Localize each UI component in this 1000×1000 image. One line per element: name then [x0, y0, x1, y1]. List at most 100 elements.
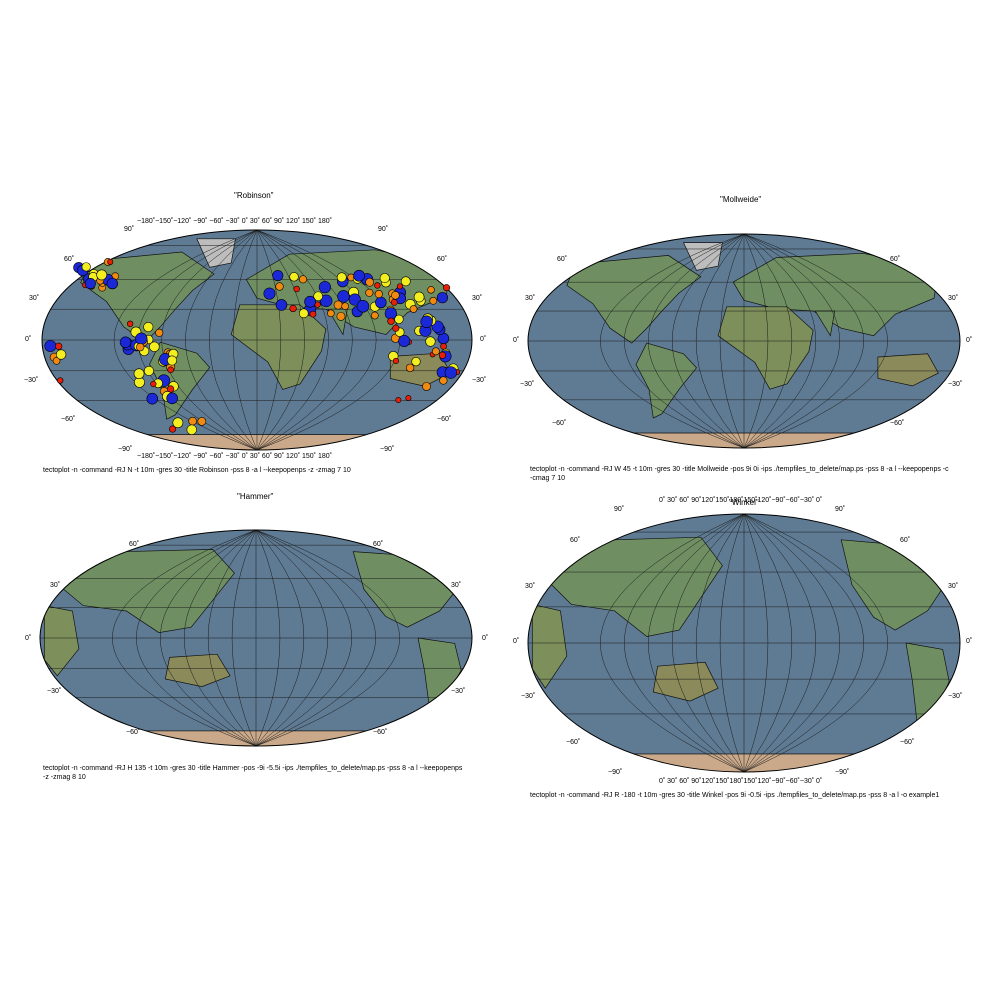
earthquake-marker	[197, 417, 207, 426]
mollweide-lat-60-right: 60˚	[890, 256, 901, 263]
earthquake-marker	[275, 282, 284, 291]
winkel-lat-m60-left: −60˚	[566, 739, 581, 746]
earthquake-marker	[186, 424, 197, 435]
earthquake-marker	[384, 307, 397, 320]
winkel-lat-90-left: 90˚	[614, 506, 625, 513]
mollweide-caption: tectoplot -n -command -RJ W 45 -t 10m -g…	[530, 466, 949, 482]
winkel-lat-m90-right: −90˚	[835, 769, 850, 776]
earthquake-marker	[440, 343, 447, 350]
robinson-lat-90-right: 90˚	[378, 226, 389, 233]
robinson-lat-0-left: 0˚	[25, 336, 32, 343]
earthquake-marker	[84, 278, 96, 290]
earthquake-marker	[81, 262, 91, 272]
earthquake-marker	[135, 332, 148, 345]
earthquake-marker	[107, 258, 114, 265]
earthquake-marker	[106, 277, 119, 290]
winkel-title: "Winkel"	[729, 498, 759, 507]
graticule	[528, 233, 960, 449]
earthquake-marker	[143, 322, 154, 333]
north-america	[566, 255, 702, 344]
robinson-lat-60-right: 60˚	[437, 256, 448, 263]
earthquake-marker	[375, 296, 387, 309]
winkel-lat-0-left: 0˚	[513, 638, 520, 645]
earthquake-marker	[374, 282, 381, 289]
earthquake-marker	[146, 392, 159, 405]
hammer-lat-0-right: 0˚	[482, 635, 489, 642]
mollweide-lat-60-left: 60˚	[557, 256, 568, 263]
earthquake-marker	[394, 314, 404, 324]
map-border	[527, 233, 961, 449]
earthquake-marker	[172, 417, 184, 429]
earthquake-marker	[336, 272, 347, 283]
earthquake-marker	[374, 289, 383, 299]
earthquake-marker	[420, 315, 433, 328]
earthquake-marker	[396, 283, 403, 290]
graticule	[528, 513, 960, 773]
earthquake-marker	[405, 363, 415, 373]
winkel-top-lon-labels: 0˚ 30˚ 60˚ 90˚120˚150˚180˚150˚120˚−90˚−6…	[659, 497, 823, 504]
earthquake-marker	[379, 273, 390, 284]
winkel-map	[526, 512, 962, 774]
earthquake-marker	[371, 311, 379, 320]
winkel-lat-m90-left: −90˚	[608, 769, 623, 776]
robinson-title: "Robinson"	[234, 191, 274, 200]
earthquake-marker	[365, 288, 374, 297]
earthquake-marker	[337, 290, 350, 303]
mollweide-lat-m30-right: −30˚	[948, 381, 963, 388]
earthquake-marker	[348, 293, 361, 306]
robinson-lat-90-left: 90˚	[124, 226, 135, 233]
earthquake-marker	[333, 300, 343, 310]
earthquake-marker	[436, 292, 449, 304]
earthquake-marker	[188, 416, 197, 426]
earthquake-markers	[44, 258, 461, 435]
hammer-lat-30-left: 30˚	[50, 582, 61, 589]
robinson-lat-m30-left: −30˚	[24, 377, 39, 384]
earthquake-marker	[422, 382, 431, 391]
hammer-lat-m30-left: −30˚	[47, 688, 62, 695]
south-america	[635, 342, 697, 419]
hammer-map	[38, 528, 474, 748]
robinson-lat-0-right: 0˚	[480, 336, 487, 343]
earthquake-marker	[313, 291, 323, 302]
winkel-caption: tectoplot -n -command -RJ R -180 -t 10m …	[530, 792, 940, 799]
earthquake-marker	[429, 296, 438, 305]
earthquake-marker	[341, 302, 349, 310]
hammer-lat-30-right: 30˚	[451, 582, 462, 589]
robinson-lat-m60-right: −60˚	[437, 416, 452, 423]
hammer-lat-0-left: 0˚	[25, 635, 32, 642]
robinson-lat-m30-right: −30˚	[472, 377, 487, 384]
greenland	[682, 242, 723, 271]
robinson-bottom-lon-labels: −180˚−150˚−120˚ −90˚ −60˚ −30˚ 0˚ 30˚ 60…	[137, 453, 332, 460]
robinson-top-lon-labels: −180˚−150˚−120˚ −90˚ −60˚ −30˚ 0˚ 30˚ 60…	[137, 218, 332, 225]
earthquake-marker	[133, 368, 145, 380]
mollweide-lat-0-right: 0˚	[966, 337, 973, 344]
earthquake-marker	[52, 357, 61, 365]
earthquake-marker	[443, 284, 451, 292]
earthquake-marker	[431, 347, 440, 356]
earthquake-marker	[327, 309, 335, 318]
earthquake-marker	[405, 395, 412, 402]
robinson-lat-m90-right: −90˚	[380, 446, 395, 453]
earthquake-marker	[392, 357, 400, 365]
earthquake-marker	[143, 365, 154, 376]
greenland	[196, 238, 236, 268]
earthquake-marker	[298, 308, 309, 319]
map-border	[39, 529, 473, 747]
robinson-lat-60-left: 60˚	[64, 256, 75, 263]
earthquake-marker	[119, 336, 132, 348]
earthquake-marker	[136, 343, 145, 352]
earthquake-marker	[413, 291, 425, 303]
winkel-lat-60-left: 60˚	[570, 537, 581, 544]
earthquake-marker	[299, 275, 308, 284]
earthquake-marker	[169, 425, 177, 433]
earthquake-marker	[167, 355, 177, 366]
earthquake-marker	[304, 295, 316, 308]
earthquake-marker	[400, 276, 411, 287]
earthquake-marker	[318, 281, 331, 294]
winkel-lat-30-left: 30˚	[525, 583, 536, 590]
winkel-lat-m30-right: −30˚	[948, 693, 963, 700]
robinson-lat-m60-left: −60˚	[61, 416, 76, 423]
winkel-lat-60-right: 60˚	[900, 537, 911, 544]
earthquake-marker	[353, 269, 365, 282]
africa	[531, 603, 568, 689]
